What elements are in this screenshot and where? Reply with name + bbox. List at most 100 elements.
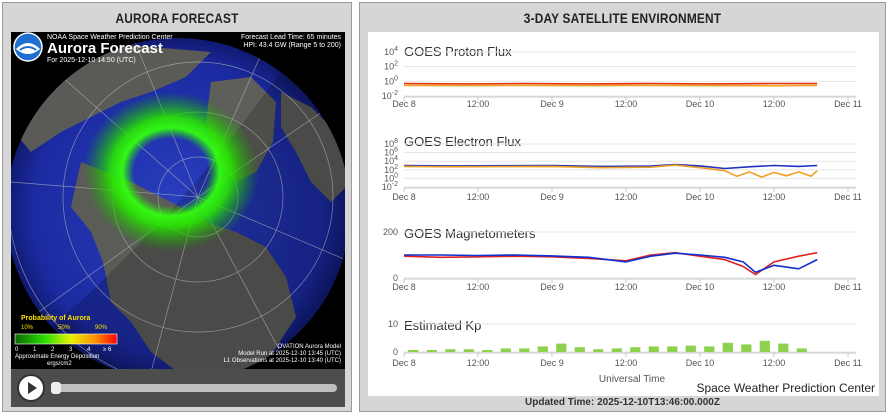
kp-bar-4	[482, 350, 493, 352]
model-run-time: Model Run at 2025-12-10 13:45 (UTC)	[238, 351, 341, 357]
play-icon	[28, 382, 37, 394]
x-tick-label-1-4: Dec 10	[686, 192, 715, 202]
aurora-globe	[11, 32, 345, 369]
satellite-chart-svg: Universal Time Space Weather Prediction …	[382, 44, 875, 395]
x-tick-label-1-3: 12:00	[615, 192, 638, 202]
x-tick-label-3-5: 12:00	[763, 358, 786, 368]
kp-bar-10	[593, 349, 604, 352]
y-tick-label-0-2: 100	[384, 75, 398, 86]
aurora-panel-title: AURORA FORECAST	[115, 10, 239, 26]
x-tick-label-1-5: 12:00	[763, 192, 786, 202]
hpi-value: HPI: 43.4 GW (Range 5 to 200)	[243, 42, 341, 49]
x-tick-label-2-3: 12:00	[615, 282, 638, 292]
probability-color-bar	[14, 333, 118, 345]
kp-bar-20	[778, 343, 789, 352]
x-tick-label-2-4: Dec 10	[686, 282, 715, 292]
x-tick-label-3-2: Dec 9	[540, 358, 564, 368]
aurora-forecast-panel: AURORA FORECAST	[2, 2, 352, 412]
x-axis-title: Universal Time	[599, 374, 666, 385]
x-tick-label-3-0: Dec 8	[392, 358, 416, 368]
animation-progress-track[interactable]	[51, 382, 337, 394]
legend-scale-0: 0	[15, 347, 19, 353]
kp-bar-7	[537, 346, 548, 352]
x-tick-label-3-4: Dec 10	[686, 358, 715, 368]
series-line-2-1	[404, 252, 818, 274]
kp-bar-2	[445, 349, 456, 352]
legend-scale-2: 2	[51, 347, 55, 353]
aurora-forecast-image[interactable]: NOAA Space Weather Prediction Center Aur…	[11, 32, 345, 369]
kp-bar-8	[556, 343, 567, 352]
legend-scale-3: 3	[69, 347, 73, 353]
x-tick-label-2-0: Dec 8	[392, 282, 416, 292]
chart-title-1: GOES Electron Flux	[404, 134, 522, 149]
legend-scale-1: 1	[33, 347, 37, 353]
kp-bar-16	[704, 346, 715, 352]
y-tick-label-1-3: 102	[384, 164, 398, 175]
y-tick-label-0-0: 104	[384, 46, 398, 57]
x-tick-label-0-4: Dec 10	[686, 99, 715, 109]
y-tick-label-0-3: 10-2	[382, 90, 398, 101]
kp-bar-11	[611, 348, 622, 352]
updated-time: Updated Time: 2025-12-10T13:46:00.000Z	[525, 397, 720, 408]
model-name: OVATION Aurora Model	[277, 344, 341, 350]
series-line-1-1	[403, 164, 818, 178]
agency-name: NOAA Space Weather Prediction Center	[47, 34, 173, 41]
y-tick-label-1-4: 100	[384, 172, 398, 183]
kp-bar-9	[574, 347, 585, 352]
kp-bar-5	[500, 348, 511, 352]
kp-bar-1	[426, 350, 437, 352]
x-tick-label-0-2: Dec 9	[540, 99, 564, 109]
satellite-environment-panel: 3-DAY SATELLITE ENVIRONMENT Universal Ti…	[359, 2, 886, 412]
x-tick-label-3-6: Dec 11	[834, 358, 862, 368]
y-tick-label-1-1: 106	[384, 147, 398, 158]
kp-bar-21	[796, 348, 807, 352]
animation-progress-handle[interactable]	[51, 382, 61, 394]
animation-controls	[11, 369, 345, 407]
chart-title-2: GOES Magnetometers	[404, 226, 536, 241]
kp-bar-18	[741, 344, 752, 352]
y-tick-label-2-1: 0	[393, 273, 398, 283]
x-tick-label-1-1: 12:00	[467, 192, 490, 202]
legend-scale-6: ≥ 6	[103, 347, 112, 353]
x-tick-label-3-1: 12:00	[467, 358, 490, 368]
x-tick-label-3-3: 12:00	[615, 358, 638, 368]
x-tick-label-0-1: 12:00	[467, 99, 490, 109]
satellite-charts[interactable]: Universal Time Space Weather Prediction …	[368, 32, 879, 396]
forecast-lead-time: Forecast Lead Time: 65 minutes	[241, 34, 341, 41]
x-tick-label-2-1: 12:00	[467, 282, 490, 292]
legend-pct-50: 50%	[58, 325, 71, 331]
x-tick-label-1-6: Dec 11	[834, 192, 862, 202]
y-tick-label-2-0: 200	[383, 227, 398, 237]
play-button[interactable]	[17, 374, 45, 402]
legend-pct-90: 90%	[95, 325, 108, 331]
kp-bar-3	[463, 349, 474, 352]
kp-bar-14	[667, 346, 678, 352]
legend-scale-4: 4	[87, 347, 91, 353]
aurora-title: Aurora Forecast	[47, 40, 163, 57]
kp-bar-12	[630, 347, 641, 352]
x-tick-label-0-6: Dec 11	[834, 99, 862, 109]
x-tick-label-1-0: Dec 8	[392, 192, 416, 202]
x-tick-label-1-2: Dec 9	[540, 192, 564, 202]
kp-bar-15	[685, 345, 696, 352]
x-tick-label-0-0: Dec 8	[392, 99, 416, 109]
swpc-credit: Space Weather Prediction Center	[696, 381, 875, 395]
energy-deposition-label: Approximate Energy Deposition	[15, 354, 100, 360]
legend-pct-10: 10%	[21, 325, 34, 331]
x-tick-label-2-5: 12:00	[763, 282, 786, 292]
y-tick-label-1-0: 108	[384, 138, 398, 149]
kp-bar-13	[648, 346, 659, 352]
kp-bar-0	[408, 350, 419, 352]
aurora-oval	[83, 92, 259, 252]
kp-bar-6	[519, 348, 530, 352]
chart-title-3: Estimated Kp	[404, 318, 481, 333]
satellite-panel-title: 3-DAY SATELLITE ENVIRONMENT	[523, 10, 722, 26]
y-tick-label-1-2: 104	[384, 155, 398, 166]
x-tick-label-0-5: 12:00	[763, 99, 786, 109]
x-tick-label-2-6: Dec 11	[834, 282, 862, 292]
y-tick-label-0-1: 102	[384, 61, 398, 72]
noaa-logo	[13, 32, 43, 62]
kp-bar-19	[759, 340, 770, 352]
y-tick-label-3-0: 10	[388, 319, 398, 329]
kp-bar-17	[722, 342, 733, 352]
